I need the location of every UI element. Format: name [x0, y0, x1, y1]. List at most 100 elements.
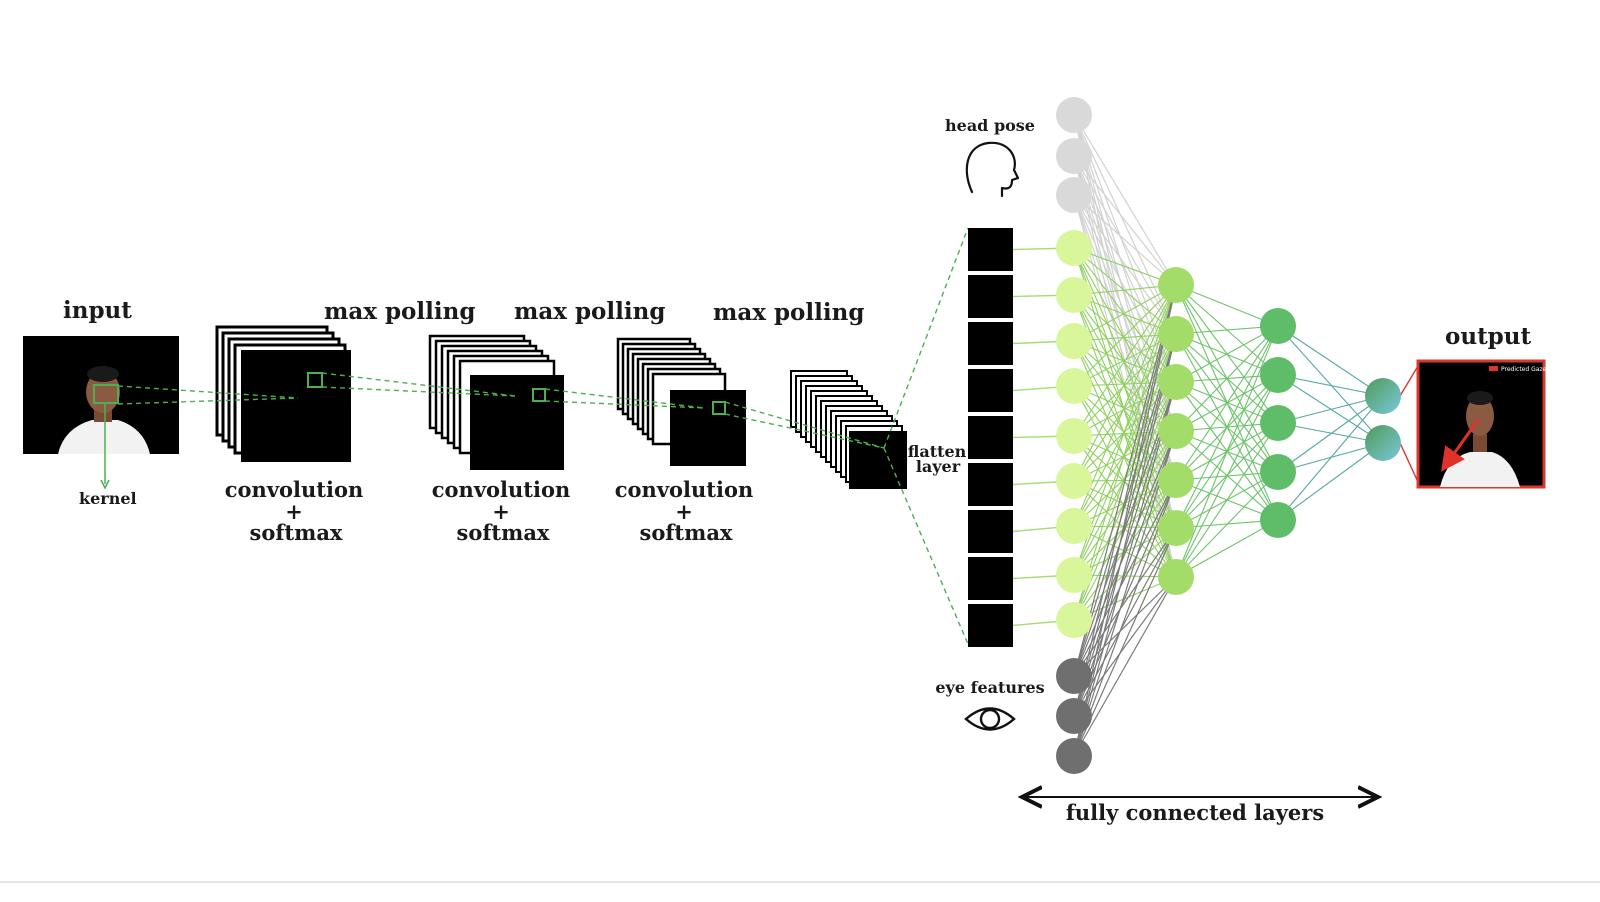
output-edge	[1277, 395, 1384, 521]
output-image: Predicted Gaze	[1416, 359, 1547, 489]
conv-label-3-line1: convolution	[615, 477, 753, 502]
head-pose-edge	[1073, 194, 1177, 286]
hidden1-node-4	[1158, 413, 1194, 449]
flatten-cell-2	[968, 275, 1013, 318]
head-pose-label: head pose	[945, 116, 1035, 135]
feature-edge	[1073, 247, 1177, 335]
head-pose-edge	[1073, 114, 1177, 529]
conv-block-4	[790, 370, 907, 489]
feature-edge	[1073, 284, 1177, 482]
head-icon	[965, 141, 1020, 198]
head-pose-edge	[1073, 114, 1177, 481]
head-pose-node-2	[1056, 138, 1092, 174]
feature-node-3	[1056, 323, 1092, 359]
hidden-edge	[1175, 325, 1279, 432]
eye-feature-node-2	[1056, 698, 1092, 734]
head-pose-edge	[1073, 114, 1177, 286]
conv-label-1-line2: +	[285, 499, 303, 524]
slide-bottom-divider	[0, 881, 1600, 883]
conv-label-3-line3: softmax	[640, 520, 733, 545]
flatten-cell-9	[968, 604, 1013, 647]
kernel-projection-lines	[117, 227, 969, 645]
hidden2-node-4	[1260, 454, 1296, 490]
conv-block-2	[428, 334, 564, 470]
head-pose-edge	[1073, 155, 1177, 335]
feature-node-1	[1056, 230, 1092, 266]
feature-node-2	[1056, 277, 1092, 313]
feature-node-7	[1056, 508, 1092, 544]
hidden1-node-3	[1158, 364, 1194, 400]
flatten-cell-7	[968, 510, 1013, 553]
hidden1-node-6	[1158, 510, 1194, 546]
feature-edge	[1073, 284, 1177, 621]
feature-edge	[1073, 340, 1177, 432]
max-pooling-label-2: max polling	[514, 298, 665, 325]
feature-edge	[1073, 385, 1177, 529]
conv-label-2-line2: +	[492, 499, 510, 524]
feature-edge	[1073, 294, 1177, 383]
feature-edge	[1073, 284, 1177, 342]
feature-node-8	[1056, 557, 1092, 593]
hidden-edge	[1175, 284, 1279, 327]
eye-icon	[964, 707, 1016, 731]
eye-feature-edge	[1073, 284, 1177, 677]
output-node-1	[1365, 378, 1401, 414]
hidden-edge	[1175, 325, 1279, 529]
output-edge	[1277, 395, 1384, 424]
eye-feature-edge	[1073, 430, 1177, 677]
output-node-2	[1365, 425, 1401, 461]
input-label: input	[63, 297, 132, 324]
max-pooling-label-3: max polling	[713, 299, 864, 326]
feature-node-6	[1056, 463, 1092, 499]
feature-edge	[1073, 284, 1177, 387]
feature-edge	[1073, 527, 1177, 576]
output-edge	[1277, 442, 1384, 521]
feature-edge	[1073, 247, 1177, 432]
feature-edge	[1073, 247, 1177, 481]
fully-connected-label: fully connected layers	[1066, 800, 1324, 825]
gaze-arrow	[1441, 419, 1480, 472]
output-edge	[1277, 395, 1384, 473]
eye-feature-edge	[1073, 381, 1177, 757]
flatten-label-line1: flatten	[908, 442, 967, 461]
hidden1-node-2	[1158, 316, 1194, 352]
kernel-label: kernel	[79, 489, 137, 508]
flatten-layer	[968, 228, 1013, 647]
eye-feature-edge	[1073, 333, 1177, 717]
feature-edge	[1073, 294, 1177, 432]
hidden1-node-7	[1158, 559, 1194, 595]
flatten-cell-8	[968, 557, 1013, 600]
max-pooling-label-1: max polling	[324, 298, 475, 325]
output-edge	[1277, 325, 1384, 444]
flatten-cell-6	[968, 463, 1013, 506]
eye-feature-edge	[1073, 381, 1177, 717]
output-edge	[1277, 325, 1384, 397]
head-pose-node-1	[1056, 97, 1092, 133]
eye-feature-node-3	[1056, 738, 1092, 774]
feature-edge	[1073, 333, 1177, 576]
conv-block-3	[616, 337, 746, 466]
flatten-label-line2: layer	[916, 457, 961, 476]
hidden-edge	[1175, 374, 1279, 578]
conv-label-2-line3: softmax	[457, 520, 550, 545]
head-pose-edge	[1073, 155, 1177, 286]
hidden-edge	[1175, 325, 1279, 383]
eye-feature-node-1	[1056, 658, 1092, 694]
feature-edge	[1073, 294, 1177, 481]
eye-feature-edge	[1073, 333, 1177, 757]
hidden-edge	[1175, 422, 1279, 578]
network-nodes	[1056, 97, 1401, 774]
eye-feature-edge	[1073, 576, 1177, 757]
hidden-edge	[1175, 519, 1279, 578]
feature-node-9	[1056, 602, 1092, 638]
feature-edge	[1073, 294, 1177, 335]
eye-features-label: eye features	[935, 678, 1044, 697]
feature-node-5	[1056, 418, 1092, 454]
flatten-cell-3	[968, 322, 1013, 365]
output-label: output	[1445, 323, 1531, 350]
eye-feature-edge	[1073, 284, 1177, 717]
hidden1-node-5	[1158, 462, 1194, 498]
hidden2-node-1	[1260, 308, 1296, 344]
flatten-cell-5	[968, 416, 1013, 459]
